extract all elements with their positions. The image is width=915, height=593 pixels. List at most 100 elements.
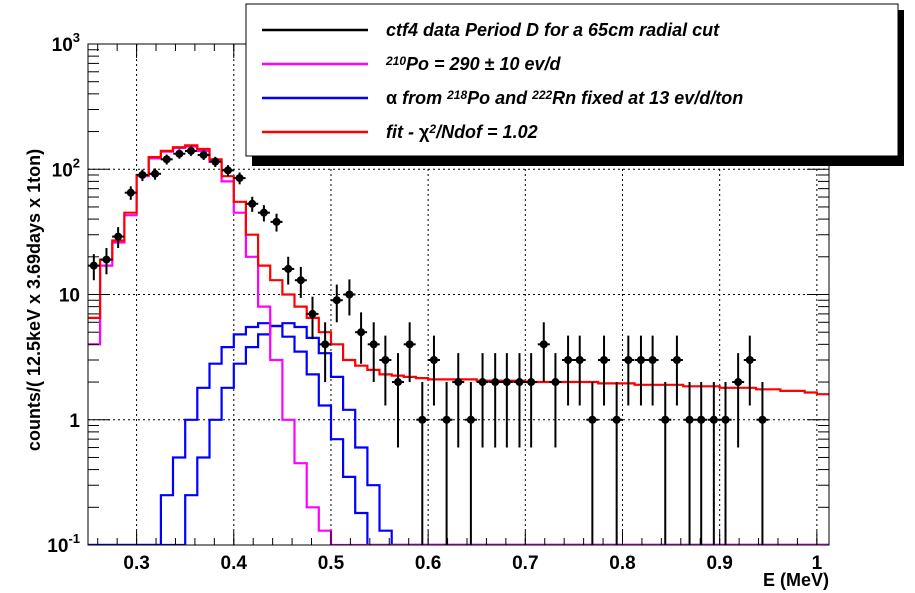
data-point [610,382,623,545]
data-point [537,322,550,383]
y-tick-label: 10 [59,286,80,307]
data-point [659,382,672,545]
legend-label-3: fit - χ2/Ndof = 1.02 [386,122,538,142]
data-point-marker [248,199,257,208]
data-point [173,149,186,159]
data-point-marker [697,415,706,424]
data-point-marker [357,328,366,337]
data-point-marker [624,355,633,364]
data-point [719,382,732,545]
data-point [294,266,307,298]
data-point-marker [515,378,524,387]
data-point-marker [394,378,403,387]
data-point-marker [685,415,694,424]
data-point [379,335,392,406]
data-point [149,168,162,180]
data-point [246,196,259,212]
data-point [87,254,100,281]
data-point [476,353,489,448]
x-tick-label: 0.6 [415,553,441,574]
x-tick-label: 0.7 [512,553,538,574]
x-tick-label: 0.3 [123,553,149,574]
data-point-marker [539,340,548,349]
x-axis-title: E (MeV) [763,570,829,590]
data-point-marker [272,217,281,226]
data-point [416,382,429,545]
legend-label-1: 210Po = 290 ± 10 ev/d [385,54,562,74]
data-point-marker [672,355,681,364]
data-point-marker [709,415,718,424]
data-point-marker [502,378,511,387]
data-point-marker [308,309,317,318]
data-point-marker [745,355,754,364]
data-point [392,353,405,448]
y-tick-label: 103 [52,30,80,56]
data-point-marker [175,149,184,158]
data-point-marker [551,378,560,387]
data-point-marker [102,255,111,264]
data-point [270,213,283,232]
data-point-marker [636,355,645,364]
data-point-marker [478,378,487,387]
y-tick-label: 102 [52,155,80,181]
data-point-marker [369,340,378,349]
data-point-marker [138,170,147,179]
data-point-marker [126,188,135,197]
data-point-marker [758,415,767,424]
x-tick-label: 0.5 [318,553,345,574]
data-point [464,382,477,545]
data-point-marker [381,355,390,364]
legend-label-2: α from 218Po and 222Rn fixed at 13 ev/d/… [386,88,743,108]
x-tick-label: 0.8 [609,553,635,574]
data-point [500,353,513,448]
data-point-marker [187,146,196,155]
data-point [732,353,745,448]
data-point [756,382,769,545]
data-point-marker [114,232,123,241]
data-point-marker [199,150,208,159]
data-point-marker [429,355,438,364]
data-point [452,353,465,448]
x-tick-label: 0.4 [221,553,248,574]
data-point-marker [89,261,98,270]
data-point-marker [734,378,743,387]
data-point [367,322,380,383]
data-point [403,322,416,383]
data-point [330,284,343,323]
data-point-marker [259,208,268,217]
data-point-marker [162,155,171,164]
data-point-marker [588,415,597,424]
data-point [355,312,368,364]
y-tick-label: 10-1 [47,531,80,557]
x-tick-label: 1 [812,553,823,574]
data-point [440,382,453,545]
data-point-marker [466,415,475,424]
data-point-marker [564,355,573,364]
series-step-3 [88,322,829,545]
data-point [646,335,659,406]
data-point-marker [211,157,220,166]
data-point [489,353,502,448]
data-point-marker [223,166,232,175]
data-point-marker [600,355,609,364]
data-point-marker [454,378,463,387]
data-point-marker [418,415,427,424]
data-point [513,353,526,448]
data-point [343,279,356,316]
data-point [221,165,234,177]
data-point [707,382,720,545]
data-point [233,172,246,185]
data-point [427,335,440,406]
data-point [185,146,198,156]
data-point [197,150,210,161]
data-point [124,186,137,200]
data-point-marker [151,169,160,178]
data-point [100,248,113,275]
data-point [683,382,696,545]
legend: ctf4 data Period D for a 65cm radial cut… [245,3,904,166]
data-point-marker [575,355,584,364]
data-point [573,335,586,406]
data-point-marker [491,378,500,387]
data-point-marker [345,290,354,299]
